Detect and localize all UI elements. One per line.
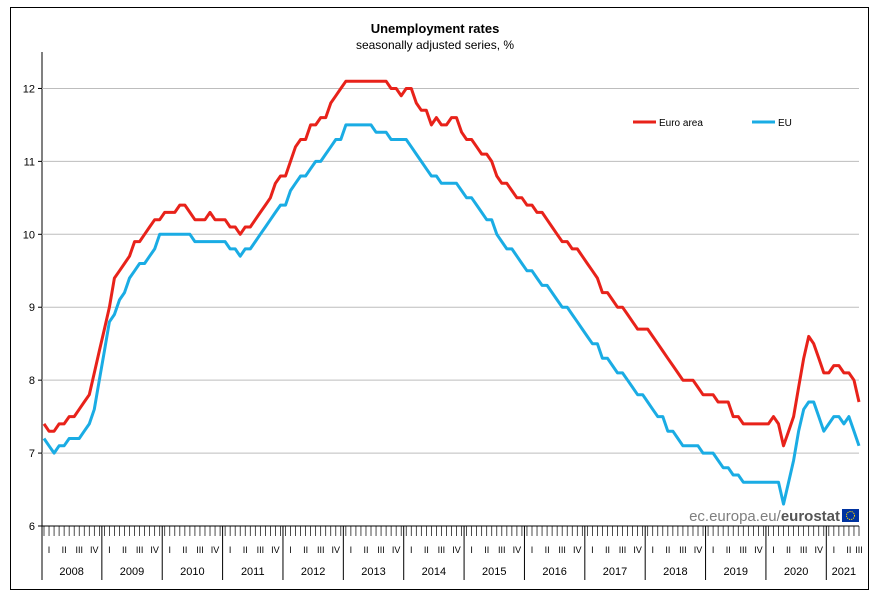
quarter-label: I: [169, 545, 172, 555]
quarter-label: I: [591, 545, 594, 555]
quarter-label: I: [48, 545, 51, 555]
legend-label-eu: EU: [778, 118, 792, 129]
quarter-label: II: [122, 545, 127, 555]
year-label: 2018: [663, 566, 687, 578]
year-label: 2015: [482, 566, 506, 578]
quarter-label: I: [350, 545, 353, 555]
quarter-label: IV: [211, 545, 220, 555]
chart-frame: [10, 7, 869, 590]
quarter-label: II: [243, 545, 248, 555]
legend-label-euro-area: Euro area: [659, 118, 703, 129]
quarter-label: IV: [271, 545, 280, 555]
chart-subtitle: seasonally adjusted series, %: [356, 38, 514, 52]
quarter-label: I: [410, 545, 413, 555]
quarter-label: II: [545, 545, 550, 555]
eu-flag-stars-icon: [846, 511, 855, 520]
quarter-label: III: [257, 545, 265, 555]
series-line-eu: [42, 123, 861, 506]
quarter-label: I: [712, 545, 715, 555]
watermark-text: ec.europa.eu/eurostat: [689, 508, 840, 525]
quarter-label: II: [665, 545, 670, 555]
quarter-label: II: [424, 545, 429, 555]
legend: Euro area EU: [633, 118, 792, 129]
quarter-label: IV: [694, 545, 703, 555]
quarter-label: IV: [754, 545, 763, 555]
y-tick-label: 12: [23, 83, 35, 95]
quarter-label: I: [108, 545, 111, 555]
quarter-label: III: [136, 545, 144, 555]
series-lines: [42, 79, 861, 506]
year-label: 2010: [180, 566, 204, 578]
quarter-label: III: [438, 545, 446, 555]
quarter-label: III: [558, 545, 566, 555]
quarter-label: III: [740, 545, 748, 555]
quarter-label: III: [498, 545, 506, 555]
year-label: 2020: [784, 566, 808, 578]
quarter-label: III: [619, 545, 627, 555]
year-label: 2019: [724, 566, 748, 578]
year-label: 2008: [59, 566, 83, 578]
quarter-label: I: [289, 545, 292, 555]
quarter-label: II: [62, 545, 67, 555]
eu-flag-icon: [842, 509, 859, 522]
quarter-label: II: [303, 545, 308, 555]
quarter-label: III: [377, 545, 385, 555]
quarter-label: I: [229, 545, 232, 555]
quarter-label: III: [800, 545, 808, 555]
quarter-label: I: [651, 545, 654, 555]
quarter-label: IV: [513, 545, 522, 555]
year-label: 2017: [603, 566, 627, 578]
quarter-label: II: [484, 545, 489, 555]
year-label: 2012: [301, 566, 325, 578]
year-label: 2009: [120, 566, 144, 578]
y-tick-label: 8: [29, 375, 35, 387]
y-axis-ticks: 6 7 8 9 10 11 12: [23, 83, 42, 533]
quarter-label: IV: [573, 545, 582, 555]
quarter-label: IV: [452, 545, 461, 555]
year-label: 2011: [241, 566, 265, 578]
watermark-site: ec.europa.eu/: [689, 508, 782, 525]
quarter-label: III: [75, 545, 83, 555]
y-tick-label: 9: [29, 302, 35, 314]
quarter-label: III: [855, 545, 863, 555]
quarter-label: I: [470, 545, 473, 555]
quarter-label: IV: [332, 545, 341, 555]
y-tick-label: 11: [24, 156, 35, 168]
y-tick-label: 6: [29, 521, 35, 533]
quarter-label: II: [363, 545, 368, 555]
watermark-brand: eurostat: [781, 508, 840, 525]
quarter-label: I: [833, 545, 836, 555]
series-line-euro-area: [42, 79, 861, 448]
year-label: 2016: [542, 566, 566, 578]
quarter-label: IV: [392, 545, 401, 555]
quarter-label: IV: [90, 545, 99, 555]
year-label: 2021: [832, 566, 856, 578]
chart-title: Unemployment rates: [371, 21, 500, 36]
quarter-label: II: [182, 545, 187, 555]
grid: [41, 52, 859, 526]
eurostat-watermark: ec.europa.eu/eurostat: [689, 508, 859, 525]
quarter-label: III: [317, 545, 325, 555]
quarter-label: II: [605, 545, 610, 555]
quarter-label: III: [196, 545, 204, 555]
quarter-label: II: [786, 545, 791, 555]
y-tick-label: 7: [29, 448, 35, 460]
quarter-label: IV: [633, 545, 642, 555]
y-tick-label: 10: [23, 229, 35, 241]
quarter-label: II: [846, 545, 851, 555]
year-label: 2013: [361, 566, 385, 578]
quarter-label: III: [679, 545, 687, 555]
quarter-label: II: [726, 545, 731, 555]
x-axis: I II III IV I II III IV I II III IV I II III IV I II III IV…: [41, 525, 863, 580]
quarter-label: I: [772, 545, 775, 555]
quarter-label: I: [531, 545, 534, 555]
quarter-label: IV: [814, 545, 823, 555]
quarter-label: IV: [150, 545, 159, 555]
year-label: 2014: [422, 566, 446, 578]
